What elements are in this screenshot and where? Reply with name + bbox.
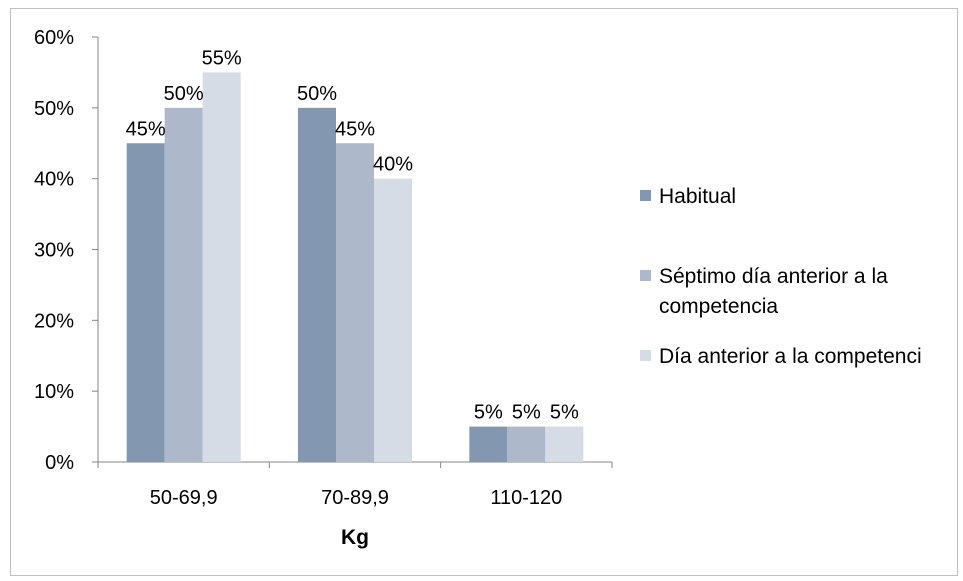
data-label: 50% bbox=[297, 83, 337, 105]
legend-swatch bbox=[640, 350, 651, 361]
bar bbox=[164, 107, 203, 462]
legend-label: Día anterior a la competenci bbox=[659, 345, 922, 368]
data-label: 5% bbox=[512, 402, 541, 424]
bar bbox=[202, 72, 241, 463]
bar bbox=[469, 426, 508, 462]
data-label: 5% bbox=[474, 402, 503, 424]
legend-label: Habitual bbox=[659, 185, 737, 208]
data-label: 55% bbox=[202, 47, 242, 69]
y-tick-label: 60% bbox=[34, 27, 74, 49]
x-tick-label: 110-120 bbox=[490, 487, 562, 509]
y-tick-label: 0% bbox=[45, 452, 74, 474]
legend-label: Séptimo día anterior a la competencia bbox=[659, 265, 888, 318]
x-tick-label: 70-89,9 bbox=[321, 487, 389, 509]
bar bbox=[298, 107, 336, 462]
y-tick-label: 30% bbox=[34, 240, 74, 262]
legend-item-dia-anterior: Día anterior a la competenci bbox=[640, 342, 949, 372]
bar bbox=[545, 426, 584, 462]
x-axis: 50-69,9 70-89,9 110-120 bbox=[97, 461, 613, 509]
data-label: 40% bbox=[373, 154, 413, 176]
x-tick-label: 50-69,9 bbox=[150, 487, 218, 509]
bars bbox=[126, 72, 584, 463]
data-label: 45% bbox=[126, 118, 166, 140]
bar bbox=[336, 143, 374, 462]
legend-item-habitual: Habitual bbox=[640, 182, 949, 212]
data-label: 50% bbox=[164, 83, 204, 105]
y-tick-label: 40% bbox=[34, 169, 74, 191]
legend-item-septimo: Séptimo día anterior a la competencia bbox=[640, 262, 949, 322]
bar bbox=[374, 178, 412, 462]
y-axis: 0% 10% 20% 30% 40% 50% 60% bbox=[34, 27, 99, 474]
y-tick-label: 50% bbox=[34, 98, 74, 120]
bar bbox=[126, 143, 165, 462]
data-label: 45% bbox=[335, 118, 375, 140]
legend-swatch bbox=[640, 190, 651, 201]
bar bbox=[507, 426, 546, 462]
value-labels: 45% 50% 5% 50% 45% 5% 55% 40% 5% bbox=[126, 47, 579, 423]
x-axis-title: Kg bbox=[341, 526, 369, 549]
y-tick-label: 20% bbox=[34, 310, 74, 332]
legend-swatch bbox=[640, 270, 651, 281]
y-tick-label: 10% bbox=[34, 381, 74, 403]
data-label: 5% bbox=[550, 402, 579, 424]
